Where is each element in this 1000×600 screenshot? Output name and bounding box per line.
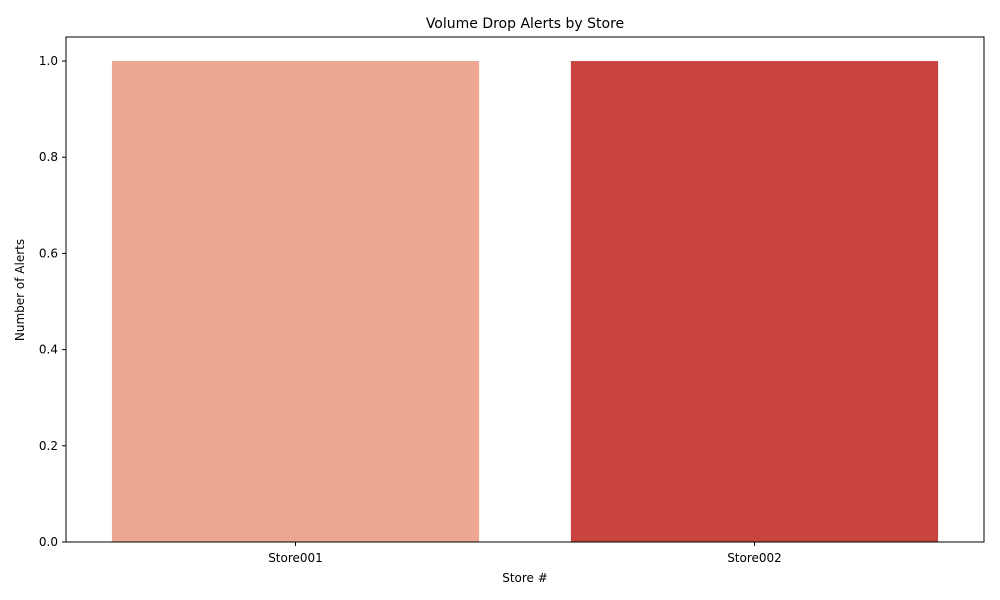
y-axis-label: Number of Alerts (13, 239, 27, 341)
y-tick-label: 0.2 (39, 439, 58, 453)
x-axis-label: Store # (502, 571, 548, 585)
bars-group (111, 61, 939, 543)
y-tick-label: 0.4 (39, 343, 58, 357)
y-tick-label: 0.6 (39, 246, 58, 260)
x-axis: Store001 Store002 (268, 542, 782, 565)
y-tick-label: 0.0 (39, 535, 58, 549)
y-axis: 0.0 0.2 0.4 0.6 0.8 1.0 (39, 54, 66, 549)
chart-title: Volume Drop Alerts by Store (426, 16, 624, 32)
plot-frame (65, 36, 985, 543)
bar-store001 (111, 61, 480, 543)
x-tick-label: Store002 (727, 551, 782, 565)
bar-store002 (570, 61, 939, 543)
x-tick-label: Store001 (268, 551, 323, 565)
y-tick-label: 1.0 (39, 54, 58, 68)
y-tick-label: 0.8 (39, 150, 58, 164)
